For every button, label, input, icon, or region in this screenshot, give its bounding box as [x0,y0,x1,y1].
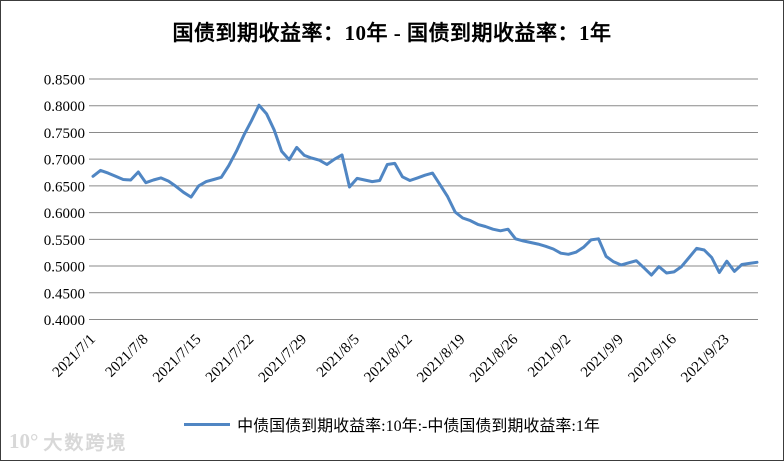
watermark-text: 大数跨境 [43,433,128,454]
series-line [91,103,759,277]
x-axis-tick-label: 2021/7/15 [150,332,204,386]
x-axis-tick-label: 2021/7/22 [203,332,257,386]
y-axis-tick-label: 0.7000 [44,153,85,169]
x-axis-tick-label: 2021/8/26 [467,331,522,386]
y-axis-tick-label: 0.7500 [44,126,85,142]
legend-line-swatch [184,422,231,426]
x-axis-tick-label: 2021/9/23 [678,332,732,386]
y-axis-tick-label: 0.8000 [44,99,85,115]
y-axis-tick-label: 0.5500 [44,233,85,249]
x-axis-tick-label: 2021/9/9 [578,332,627,381]
watermark: 10° 大数跨境 [9,428,127,455]
y-axis-tick-label: 0.6500 [44,179,85,195]
y-axis-tick-label: 0.4500 [44,286,85,302]
y-axis-tick-label: 0.6000 [44,206,85,222]
x-axis-tick-label: 2021/8/5 [314,332,363,381]
x-axis-tick-label: 2021/9/16 [625,331,680,386]
x-axis-tick-label: 2021/7/1 [50,332,99,381]
legend: 中债国债到期收益率:10年:-中债国债到期收益率:1年 [1,412,783,436]
x-axis-tick-label: 2021/7/8 [103,332,152,381]
y-axis-tick-label: 0.8500 [44,73,85,89]
watermark-logo-icon: 10° [9,429,39,453]
y-axis-tick-label: 0.5000 [44,260,85,276]
x-axis-tick-label: 2021/8/12 [361,332,415,386]
x-axis-tick-label: 2021/7/29 [256,332,310,386]
y-axis-tick-label: 0.4000 [44,313,85,329]
x-axis-tick-label: 2021/8/19 [414,332,468,386]
chart-title: 国债到期收益率：10年 - 国债到期收益率：1年 [172,21,612,45]
legend-label: 中债国债到期收益率:10年:-中债国债到期收益率:1年 [237,418,600,435]
x-axis-tick-label: 2021/9/2 [525,332,574,381]
